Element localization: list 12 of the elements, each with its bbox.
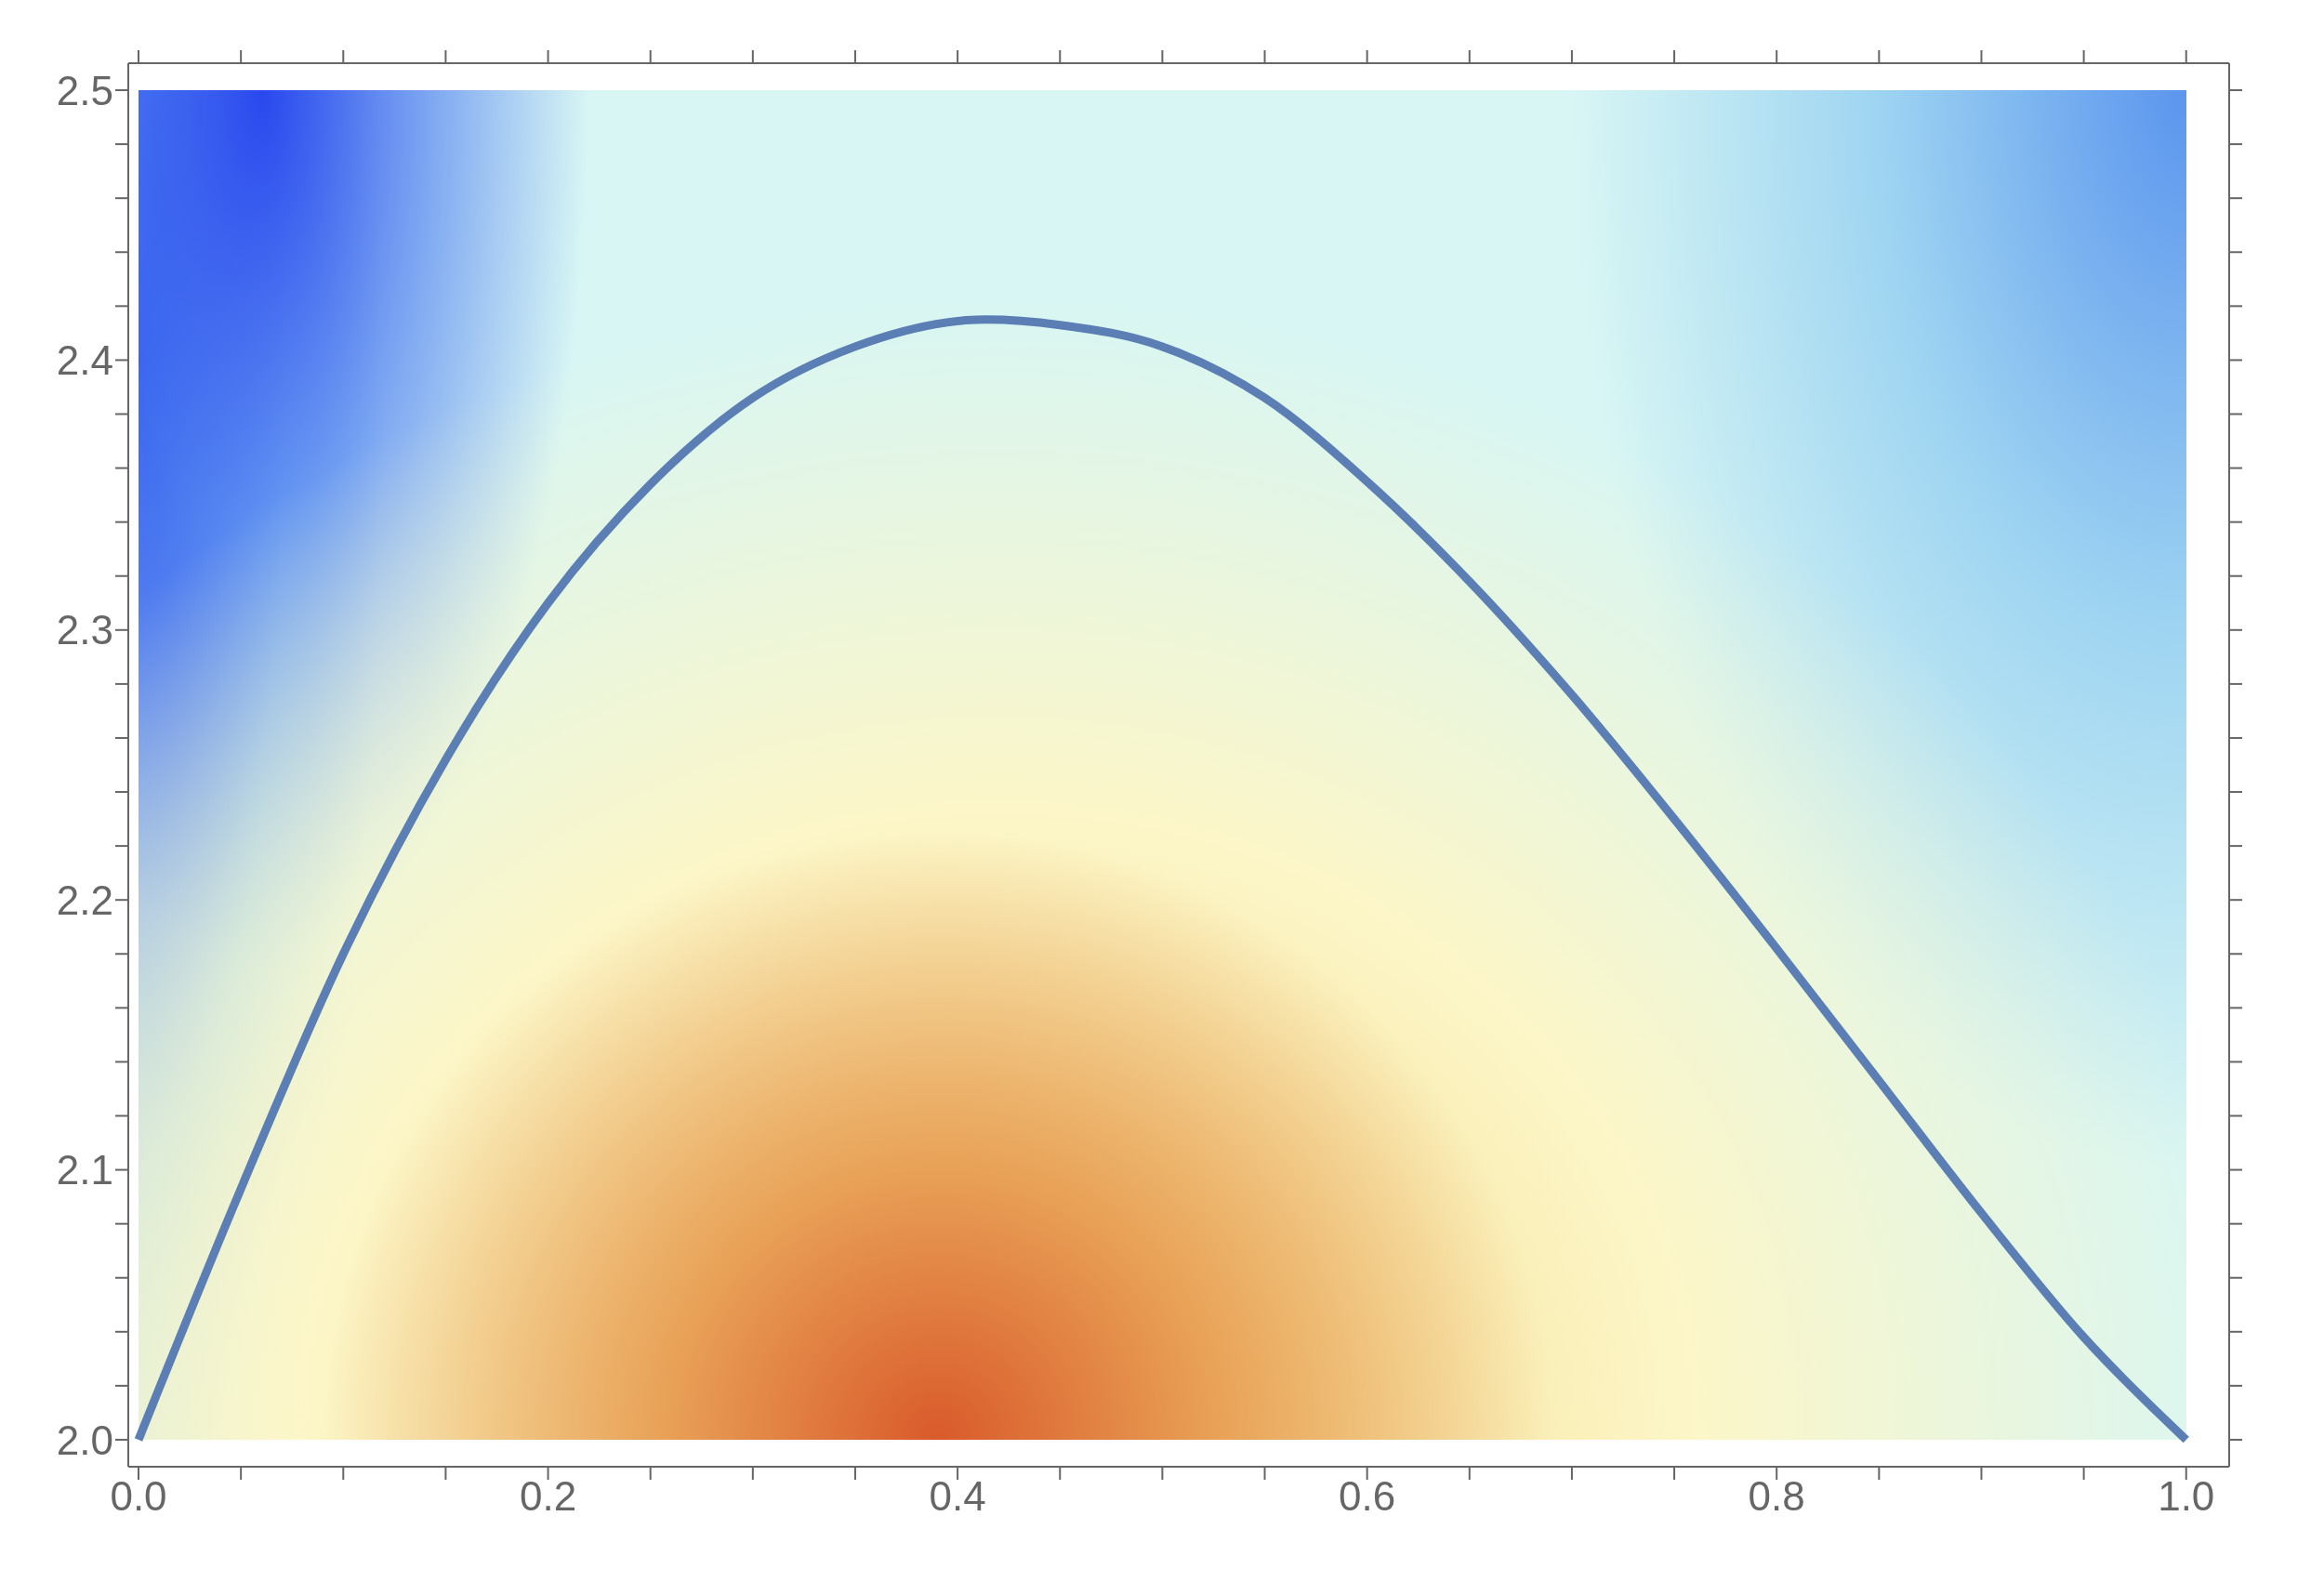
x-tick-label: 0.8 [1748,1473,1805,1520]
x-tick-label: 1.0 [2158,1473,2215,1520]
y-tick-label: 2.1 [56,1147,113,1193]
y-tick-label: 2.3 [56,607,113,653]
y-tick-label: 2.0 [56,1417,113,1463]
y-tick-label: 2.2 [56,877,113,923]
x-tick-label: 0.6 [1339,1473,1396,1520]
y-tick-label: 2.4 [56,337,113,384]
x-tick-label: 0.0 [110,1473,167,1520]
x-tick-label: 0.4 [929,1473,986,1520]
y-tick-label: 2.5 [56,67,113,113]
x-tick-label: 0.2 [519,1473,577,1520]
